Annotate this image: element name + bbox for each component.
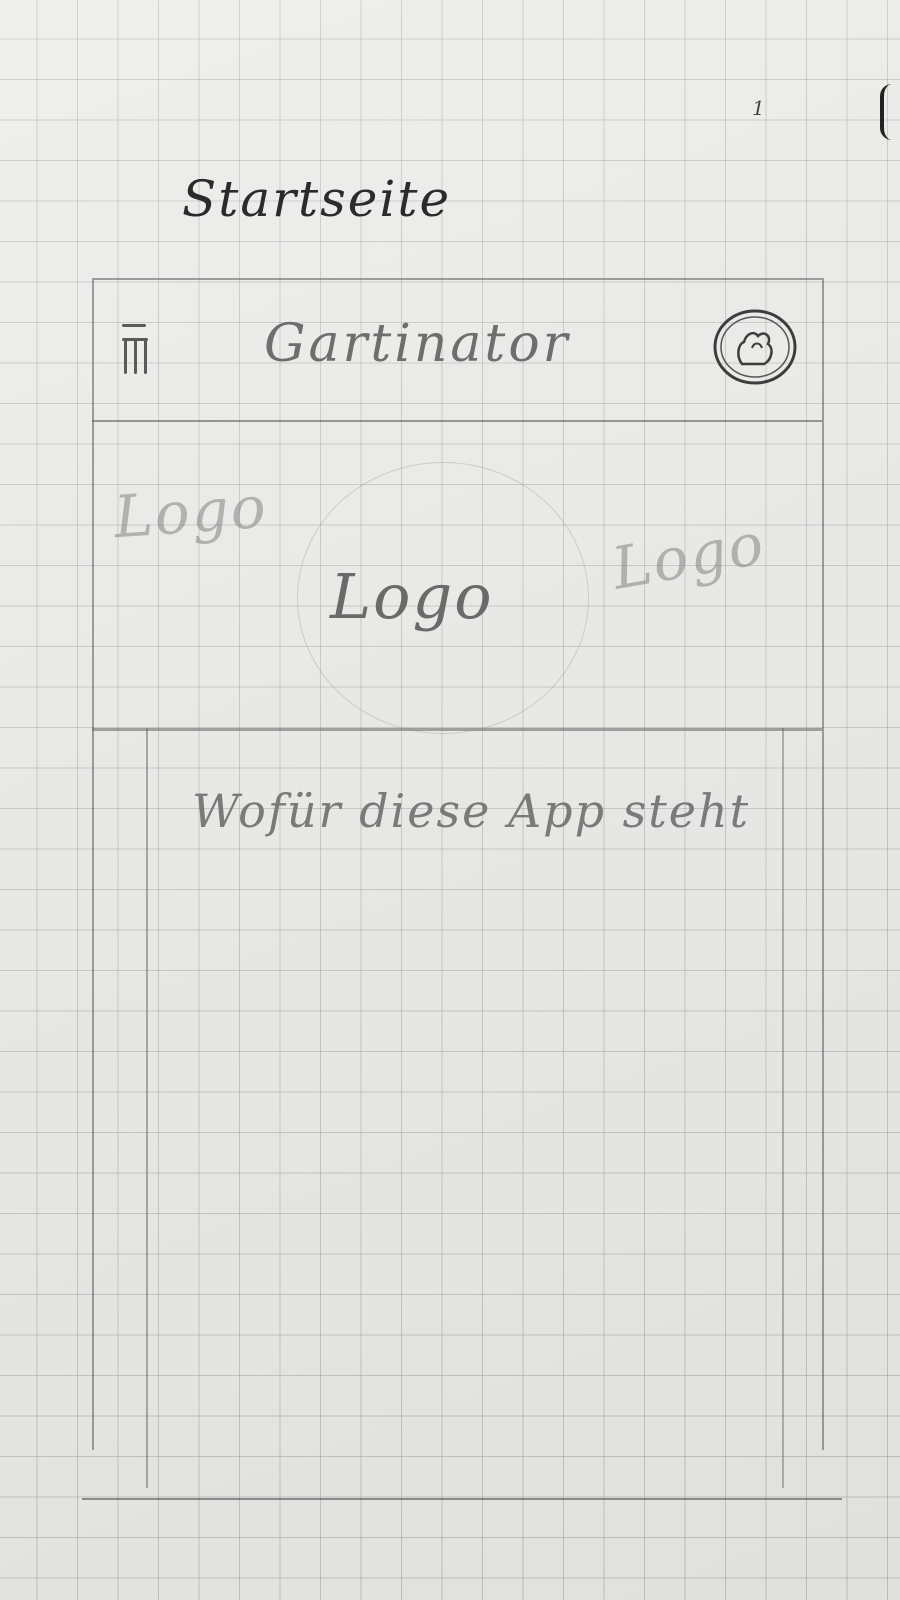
- account-icon[interactable]: [712, 308, 798, 386]
- menu-bar: [134, 338, 137, 374]
- menu-bar: [144, 338, 147, 374]
- app-title: Gartinator: [264, 314, 571, 374]
- hamburger-menu-icon[interactable]: [122, 324, 148, 376]
- app-header: Gartinator: [92, 278, 822, 422]
- logo-center: Logo: [330, 560, 494, 633]
- menu-bar: [122, 324, 146, 327]
- logo-right: Logo: [607, 509, 771, 603]
- logo-left: Logo: [111, 472, 270, 552]
- page-title: Startseite: [182, 170, 452, 228]
- edge-mark: [880, 84, 898, 140]
- phone-frame: [92, 278, 824, 1450]
- menu-bar: [124, 338, 127, 374]
- page-number: 1: [752, 96, 765, 120]
- frame-bottom-line: [82, 1498, 842, 1500]
- content-card: Wofür diese App steht: [146, 728, 784, 1488]
- logo-banner: Logo Logo Logo: [92, 422, 822, 734]
- logo-circle: [297, 462, 589, 734]
- about-text: Wofür diese App steht: [192, 784, 751, 838]
